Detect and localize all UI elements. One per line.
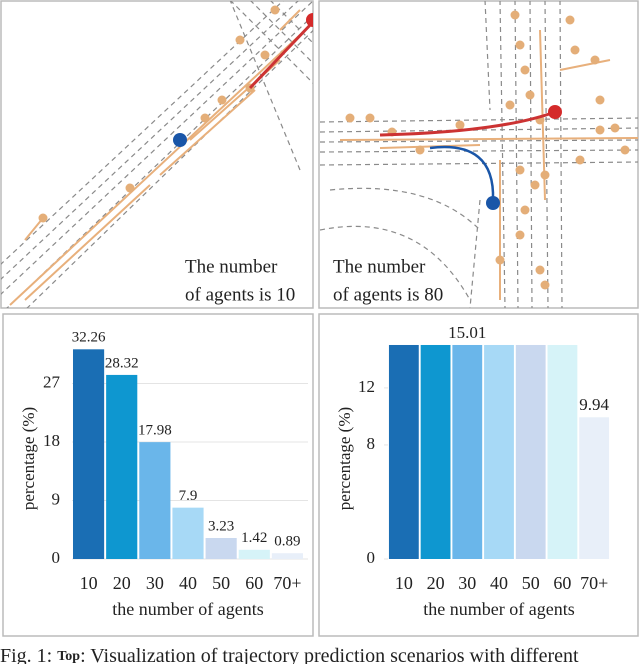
y-axis-label: percentage (%)	[19, 407, 38, 510]
x-tick-label: 10	[80, 573, 98, 593]
caption: Fig. 1: Top: Visualization of trajectory…	[0, 645, 579, 664]
value-label: 9.94	[579, 395, 609, 414]
bar	[72, 349, 105, 559]
x-tick-label: 10	[395, 573, 413, 593]
x-tick-label: 50	[522, 573, 540, 593]
x-tick-label: 60	[553, 573, 571, 593]
scene-map	[319, 1, 638, 308]
bar	[484, 344, 514, 559]
scene-map	[1, 1, 313, 308]
value-label: 17.98	[138, 423, 172, 439]
y-axis-label: percentage (%)	[335, 407, 354, 510]
bar	[579, 417, 610, 559]
y-tick-label: 27	[43, 372, 61, 391]
bar	[139, 442, 171, 559]
x-axis-label: the number of agents	[112, 599, 263, 619]
caption-text: : Visualization of trajectory prediction…	[80, 645, 579, 664]
y-tick-label: 18	[43, 431, 60, 450]
bar	[205, 538, 237, 559]
bar	[106, 374, 138, 559]
bar	[388, 344, 419, 559]
x-tick-label: 40	[490, 573, 508, 593]
value-label: 1.42	[241, 530, 267, 546]
x-tick-label: 20	[113, 573, 131, 593]
value-label: 15.01	[448, 323, 486, 342]
x-tick-label: 20	[427, 573, 445, 593]
bar	[172, 507, 204, 559]
bar	[420, 344, 451, 559]
x-tick-label: 70+	[580, 573, 608, 593]
y-tick-label: 0	[52, 548, 61, 567]
bar	[238, 549, 270, 559]
x-axis-label: the number of agents	[423, 599, 574, 619]
value-label: 7.9	[179, 488, 198, 504]
x-tick-label: 30	[458, 573, 476, 593]
x-tick-label: 50	[212, 573, 230, 593]
caption-lead: Top	[57, 649, 80, 664]
bar	[271, 553, 304, 559]
x-tick-label: 30	[146, 573, 164, 593]
x-tick-label: 70+	[273, 573, 301, 593]
y-tick-label: 0	[367, 548, 376, 567]
value-label: 28.32	[105, 355, 139, 371]
scene-label: of agents is 10	[185, 284, 295, 305]
value-label: 32.26	[72, 330, 106, 346]
scene-label: The number	[185, 256, 278, 277]
y-tick-label: 12	[358, 377, 375, 396]
x-tick-label: 40	[179, 573, 197, 593]
scene-label: The number	[333, 256, 426, 277]
bar	[547, 344, 578, 559]
y-tick-label: 9	[52, 489, 61, 508]
bar	[452, 344, 483, 559]
x-tick-label: 60	[245, 573, 263, 593]
caption-prefix: Fig. 1:	[0, 645, 52, 664]
scene-panel	[318, 0, 639, 309]
scene-panel	[0, 0, 314, 309]
y-tick-label: 8	[367, 434, 376, 453]
value-label: 0.89	[274, 534, 300, 550]
bar	[515, 344, 546, 559]
scene-label: of agents is 80	[333, 284, 443, 305]
value-label: 3.23	[208, 518, 234, 534]
